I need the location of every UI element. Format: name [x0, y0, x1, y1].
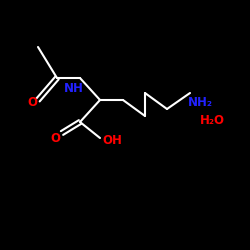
Text: O: O: [27, 96, 37, 110]
Text: H₂O: H₂O: [200, 114, 224, 126]
Text: NH: NH: [64, 82, 84, 96]
Text: O: O: [50, 132, 60, 144]
Text: OH: OH: [102, 134, 122, 147]
Text: NH₂: NH₂: [188, 96, 212, 108]
